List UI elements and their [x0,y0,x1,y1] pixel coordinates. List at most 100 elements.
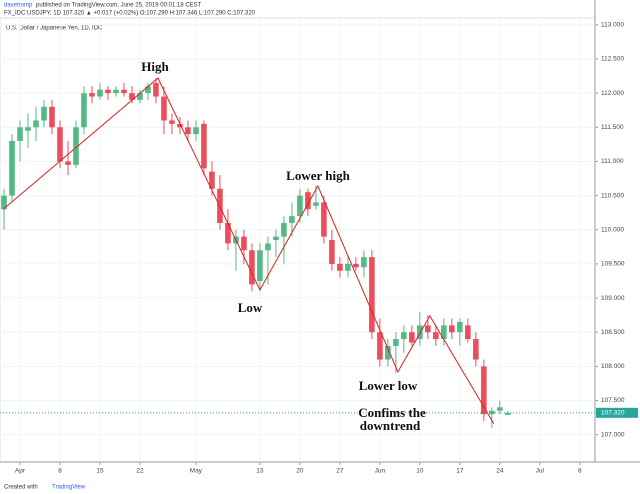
y-tick-label: 111.500 [601,124,624,131]
trendline [2,77,495,425]
annotation: Low [238,300,263,315]
footer-text: Created with [4,485,38,491]
candle-body [105,89,111,94]
last-price-label: 107.320 [601,410,625,417]
candle-body [489,410,495,415]
candle-body [145,86,151,94]
x-tick-label: 10 [416,468,424,475]
x-tick-label: 13 [256,468,264,475]
candle-body [249,250,255,285]
candle-body [425,325,431,333]
last-price-box [596,407,638,418]
candle-body [177,123,183,128]
candle-body [353,263,359,268]
y-tick-label: 108.000 [601,363,625,370]
candle-body [321,202,327,237]
x-tick-label: 8 [58,468,62,475]
y-tick-label: 109.000 [601,295,625,302]
published: published on TradingView.com, June 25, 2… [36,3,202,9]
candle-body [393,339,399,346]
candle-body [97,89,103,97]
candle-body [33,120,39,128]
y-tick-label: 113.000 [601,22,624,29]
footer-brand[interactable]: TradingView [52,485,86,491]
y-tick-label: 107.500 [601,397,625,404]
annotation: High [141,59,169,74]
candle-body [257,250,263,281]
y-tick-label: 111.000 [601,158,624,165]
candle-body [225,222,231,244]
candle-body [41,106,47,121]
x-tick-label: 24 [496,468,504,475]
x-tick-label: 17 [456,468,464,475]
candle-body [73,127,79,165]
candle-body [201,123,207,169]
candle-body [313,202,319,206]
candle-body [241,236,247,251]
candle-body [401,332,407,340]
y-tick-label: 108.500 [601,329,625,336]
candle-body [465,325,471,340]
candle-body [1,195,7,210]
x-tick-label: 15 [96,468,104,475]
candle-body [57,127,63,162]
y-tick-label: 110.000 [601,226,624,233]
candle-body [209,171,215,189]
candle-body [329,240,335,264]
candle-body [121,89,127,94]
candle-body [161,96,167,121]
quote: FX_IDC:USDJPY, 1D 107.320 ▲ +0.017 (+0.0… [4,11,256,17]
candle-body [185,127,191,135]
annotation: Lower high [286,168,350,183]
candle-body [305,192,311,210]
annotation: Lower low [359,378,418,393]
x-tick-label: May [190,468,203,475]
y-tick-label: 109.500 [601,261,625,268]
candle-body [89,93,95,97]
candle-body [137,93,143,100]
candle-body [153,82,159,97]
candle-body [345,263,351,271]
y-tick-label: 107.000 [601,431,625,438]
candle-body [65,161,71,165]
candle-body [81,93,87,128]
annotation: Confims the [358,405,426,420]
candle-body [473,339,479,360]
candle-body [273,236,279,240]
candle-body [17,127,23,141]
candle-body [113,89,119,94]
candle-body [169,120,175,124]
candle-body [377,332,383,360]
candle-body [497,407,503,411]
y-tick-label: 110.500 [601,192,624,199]
candle-body [297,195,303,217]
candle-body [129,93,135,100]
candle-body [457,321,463,333]
candle-body [441,325,447,340]
candle-body [409,332,415,343]
x-tick-label: 8 [578,468,582,475]
x-tick-label: 22 [136,468,144,475]
x-tick-label: Jun [375,468,386,475]
candle-body [289,216,295,223]
candle-body [449,325,455,333]
candle-body [9,140,15,196]
candle-body [417,325,423,340]
x-tick-label: 20 [296,468,304,475]
y-tick-label: 112.000 [601,90,624,97]
candle-body [481,366,487,415]
candle-body [193,127,199,135]
author[interactable]: davetromp [4,3,33,9]
annotation: downtrend [360,418,421,433]
candle-body [433,332,439,340]
subtitle: U.S. Dollar / Japanese Yen, 1D, IDC [6,26,103,32]
candle-body [385,345,391,360]
candle-body [361,257,367,268]
candle-body [337,263,343,271]
x-tick-label: 27 [336,468,344,475]
candle-body [49,106,55,128]
candle-body [265,243,271,251]
candle-body [281,222,287,237]
